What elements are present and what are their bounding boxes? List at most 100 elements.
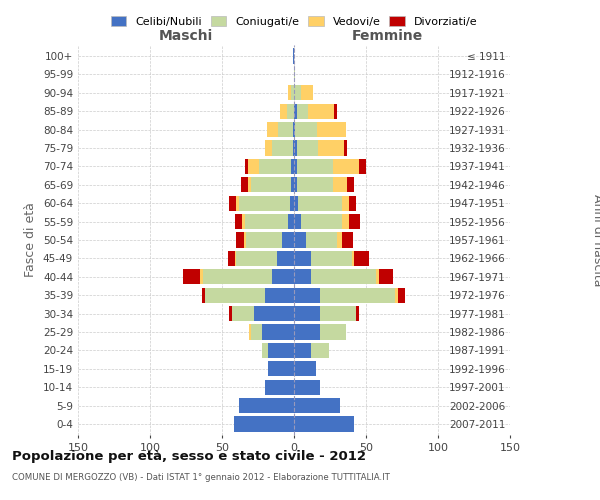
Bar [293, 140, 294, 156]
Bar [262, 343, 268, 358]
Bar [356, 306, 359, 321]
Bar [305, 232, 337, 248]
Bar [291, 159, 294, 174]
Bar [311, 269, 376, 284]
Bar [294, 67, 295, 82]
Bar [294, 122, 295, 137]
Legend: Celibi/Nubili, Coniugati/e, Vedovi/e, Divorziati/e: Celibi/Nubili, Coniugati/e, Vedovi/e, Di… [106, 12, 482, 31]
Bar [229, 196, 236, 211]
Bar [239, 398, 294, 413]
Bar [280, 104, 287, 119]
Bar [295, 122, 317, 137]
Bar [334, 104, 337, 119]
Bar [251, 324, 262, 340]
Bar [298, 196, 341, 211]
Y-axis label: Fasce di età: Fasce di età [25, 202, 37, 278]
Bar [272, 269, 294, 284]
Bar [291, 178, 294, 192]
Bar [294, 214, 301, 229]
Bar [297, 178, 333, 192]
Bar [319, 140, 344, 156]
Bar [262, 324, 294, 340]
Bar [311, 251, 352, 266]
Bar [294, 361, 316, 376]
Bar [294, 159, 297, 174]
Bar [398, 288, 405, 302]
Bar [291, 86, 294, 100]
Bar [359, 159, 366, 174]
Bar [344, 140, 347, 156]
Bar [301, 214, 341, 229]
Bar [341, 196, 349, 211]
Bar [294, 232, 305, 248]
Bar [341, 214, 349, 229]
Bar [349, 214, 360, 229]
Bar [337, 232, 341, 248]
Bar [320, 288, 395, 302]
Bar [247, 232, 283, 248]
Bar [311, 343, 329, 358]
Bar [294, 288, 320, 302]
Bar [241, 178, 248, 192]
Text: Popolazione per età, sesso e stato civile - 2012: Popolazione per età, sesso e stato civil… [12, 450, 366, 463]
Bar [248, 178, 251, 192]
Bar [333, 178, 347, 192]
Bar [333, 159, 359, 174]
Bar [288, 214, 294, 229]
Bar [376, 269, 379, 284]
Bar [317, 122, 346, 137]
Bar [236, 196, 239, 211]
Bar [235, 214, 242, 229]
Bar [283, 232, 294, 248]
Bar [294, 178, 297, 192]
Bar [259, 159, 291, 174]
Bar [297, 140, 319, 156]
Bar [266, 122, 278, 137]
Bar [294, 306, 320, 321]
Bar [245, 159, 248, 174]
Bar [294, 86, 301, 100]
Bar [294, 251, 311, 266]
Bar [320, 306, 356, 321]
Bar [308, 104, 334, 119]
Bar [288, 86, 291, 100]
Bar [395, 288, 398, 302]
Text: Maschi: Maschi [159, 29, 213, 43]
Bar [287, 104, 294, 119]
Bar [265, 288, 294, 302]
Bar [242, 214, 245, 229]
Bar [203, 269, 272, 284]
Bar [294, 140, 297, 156]
Bar [251, 178, 291, 192]
Bar [294, 398, 340, 413]
Bar [235, 251, 236, 266]
Bar [200, 269, 203, 284]
Bar [268, 361, 294, 376]
Bar [297, 104, 308, 119]
Bar [352, 251, 355, 266]
Bar [250, 324, 251, 340]
Bar [205, 288, 265, 302]
Bar [294, 343, 311, 358]
Text: Femmine: Femmine [352, 29, 423, 43]
Bar [239, 196, 290, 211]
Bar [320, 324, 346, 340]
Bar [202, 288, 205, 302]
Bar [244, 232, 247, 248]
Bar [347, 178, 355, 192]
Bar [294, 380, 320, 394]
Bar [293, 48, 294, 64]
Bar [294, 269, 311, 284]
Bar [236, 251, 277, 266]
Bar [265, 140, 272, 156]
Bar [341, 232, 353, 248]
Bar [268, 343, 294, 358]
Bar [294, 324, 320, 340]
Bar [297, 159, 333, 174]
Bar [355, 251, 369, 266]
Bar [229, 306, 232, 321]
Bar [293, 122, 294, 137]
Bar [228, 251, 235, 266]
Bar [349, 196, 356, 211]
Bar [233, 416, 294, 432]
